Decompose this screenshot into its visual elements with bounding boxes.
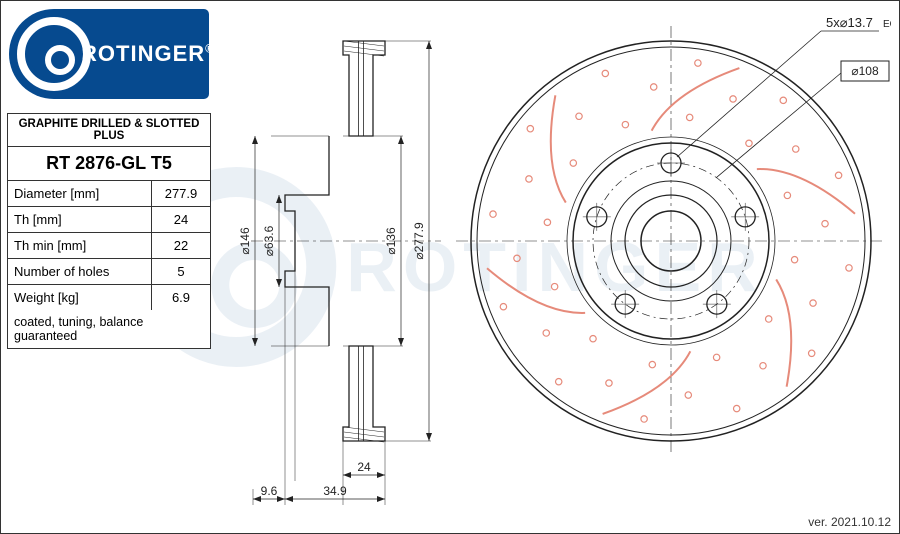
svg-text:9.6: 9.6: [261, 484, 278, 498]
spec-row: Diameter [mm]277.9: [8, 181, 210, 207]
svg-text:⌀136: ⌀136: [384, 227, 398, 255]
product-title: GRAPHITE DRILLED & SLOTTED PLUS: [8, 114, 210, 147]
logo-ring-icon: [17, 17, 91, 91]
spec-row: Weight [kg]6.9: [8, 285, 210, 310]
svg-text:24: 24: [357, 460, 371, 474]
spec-table: GRAPHITE DRILLED & SLOTTED PLUS RT 2876-…: [7, 113, 211, 349]
spec-row: Number of holes5: [8, 259, 210, 285]
svg-text:⌀146: ⌀146: [238, 227, 252, 255]
spec-key: Th [mm]: [8, 207, 152, 232]
svg-text:34.9: 34.9: [323, 484, 347, 498]
spec-value: 22: [152, 233, 210, 258]
svg-text:⌀108: ⌀108: [851, 64, 879, 78]
spec-key: Th min [mm]: [8, 233, 152, 258]
spec-key: Weight [kg]: [8, 285, 152, 310]
spec-key: Number of holes: [8, 259, 152, 284]
technical-drawing: ⌀277.9 ⌀136 ⌀146 ⌀63.6 24 34.9 9.6 5x⌀13.7 EQS ⌀…: [231, 11, 891, 511]
product-note: coated, tuning, balance guaranteed: [8, 310, 210, 348]
spec-key: Diameter [mm]: [8, 181, 152, 206]
spec-value: 277.9: [152, 181, 210, 206]
brand-logo: ROTINGER®: [9, 9, 209, 99]
part-number: RT 2876-GL T5: [8, 147, 210, 181]
svg-text:EQS: EQS: [883, 19, 891, 30]
svg-text:⌀277.9: ⌀277.9: [412, 222, 426, 260]
spec-value: 24: [152, 207, 210, 232]
spec-row: Th min [mm]22: [8, 233, 210, 259]
spec-row: Th [mm]24: [8, 207, 210, 233]
svg-text:⌀63.6: ⌀63.6: [262, 225, 276, 256]
version-label: ver. 2021.10.12: [808, 515, 891, 529]
svg-text:5x⌀13.7: 5x⌀13.7: [826, 15, 873, 30]
spec-value: 6.9: [152, 285, 210, 310]
spec-value: 5: [152, 259, 210, 284]
